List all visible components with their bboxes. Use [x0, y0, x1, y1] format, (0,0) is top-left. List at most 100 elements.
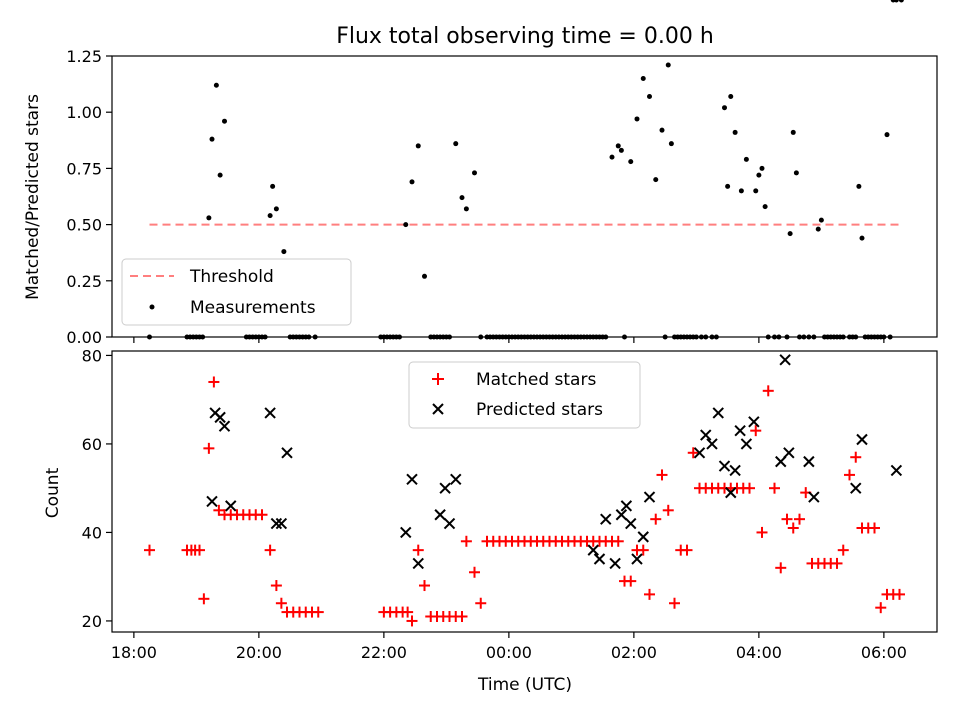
predicted-point	[783, 447, 795, 459]
bottom-xtick-label: 18:00	[111, 643, 157, 662]
matched-point	[144, 544, 155, 556]
predicted-point	[850, 482, 862, 494]
predicted-point	[587, 544, 599, 556]
predicted-point	[740, 438, 753, 450]
bottom-ytick-label: 60	[82, 435, 102, 454]
bottom-xtick-label: 22:00	[361, 643, 407, 662]
predicted-point	[264, 407, 276, 419]
measurement-point	[453, 141, 459, 147]
measurement-point	[759, 165, 765, 171]
matched-point	[469, 566, 480, 578]
top-ytick-label: 1.00	[66, 103, 102, 122]
measurement-point	[668, 141, 674, 147]
matched-legend-label: Matched stars	[476, 370, 596, 390]
matched-point	[769, 482, 780, 494]
predicted-legend-label: Predicted stars	[476, 400, 603, 420]
measurement-point	[415, 143, 421, 149]
top-plot-frame	[111, 55, 938, 338]
matched-point	[475, 597, 487, 609]
measurement-point	[738, 188, 744, 194]
bottom-legend: Matched stars Predicted stars	[408, 361, 641, 429]
predicted-point	[856, 433, 868, 446]
top-chart: Flux total observing time = 0.00 h Match…	[23, 0, 938, 347]
matched-point	[412, 544, 424, 556]
measurement-point	[762, 204, 768, 210]
measurement-point	[732, 129, 738, 135]
predicted-point	[225, 500, 237, 512]
predicted-point	[700, 429, 712, 441]
measurement-point	[273, 206, 279, 212]
matched-point	[762, 385, 774, 397]
bottom-chart: Count Time (UTC) 20 40 60 80 18:00 20:00 22:0…	[43, 346, 938, 695]
measurement-point	[653, 177, 659, 183]
matched-point	[456, 611, 468, 623]
matched-point	[662, 504, 674, 516]
top-legend: Threshold Measurements	[121, 258, 352, 326]
bottom-xtick-label: 00:00	[486, 643, 532, 662]
matched-point	[419, 580, 430, 592]
matched-point	[775, 562, 787, 574]
measurement-point	[618, 147, 624, 153]
matched-point	[756, 526, 768, 538]
top-ytick-label: 0.75	[66, 159, 102, 178]
measurement-point	[222, 118, 227, 124]
predicted-point	[600, 513, 612, 525]
predicted-point	[643, 491, 656, 503]
predicted-point	[808, 491, 820, 503]
measurement-point	[463, 206, 469, 212]
measurement-point	[628, 159, 634, 165]
measurement-point	[665, 62, 671, 68]
predicted-point	[693, 447, 706, 459]
predicted-point	[439, 482, 451, 494]
measurement-point	[815, 226, 821, 232]
matched-point	[213, 504, 225, 516]
matched-point	[612, 535, 624, 547]
predicted-point	[214, 411, 226, 424]
top-y-axis-label: Matched/Predicted stars	[23, 94, 43, 300]
matched-point	[837, 544, 849, 556]
measurement-point	[659, 127, 665, 133]
measurement-point	[898, 0, 904, 3]
matched-legend-swatch	[432, 373, 444, 385]
matched-point	[203, 442, 215, 454]
predicted-point	[450, 473, 462, 486]
matched-point	[270, 580, 282, 592]
bottom-x-axis-label: Time (UTC)	[477, 675, 572, 695]
measurement-point	[856, 183, 862, 189]
measurement-point	[756, 172, 762, 178]
measurement-point	[859, 235, 865, 241]
predicted-point	[412, 557, 424, 570]
predicted-point	[779, 354, 791, 366]
predicted-point	[718, 460, 731, 472]
measurement-point	[640, 75, 646, 81]
matched-point	[850, 451, 862, 463]
predicted-point	[434, 509, 446, 521]
matched-point	[744, 482, 755, 494]
matched-point	[656, 469, 668, 481]
bottom-legend-box	[408, 361, 641, 429]
measurements-legend-swatch	[149, 304, 155, 310]
predicted-point	[609, 557, 621, 570]
measurement-point	[647, 93, 652, 99]
predicted-point	[400, 526, 412, 539]
predicted-point	[706, 438, 718, 450]
predicted-point	[748, 416, 760, 428]
matched-point	[669, 597, 680, 609]
predicted-point	[275, 517, 288, 530]
matched-point	[637, 544, 649, 556]
measurement-point	[728, 93, 734, 99]
predicted-point	[620, 500, 633, 512]
matched-point	[844, 469, 855, 481]
matched-point	[781, 513, 793, 525]
bottom-ytick-label: 20	[82, 612, 102, 631]
measurement-point	[403, 222, 409, 228]
predicted-point	[615, 509, 628, 521]
bottom-xtick-label: 06:00	[861, 643, 907, 662]
measurement-point	[893, 0, 899, 3]
matched-point	[894, 588, 905, 600]
predicted-point	[206, 495, 218, 508]
predicted-point	[625, 517, 637, 530]
measurement-point	[409, 179, 415, 185]
measurement-point	[209, 136, 215, 142]
matched-point	[681, 544, 693, 556]
